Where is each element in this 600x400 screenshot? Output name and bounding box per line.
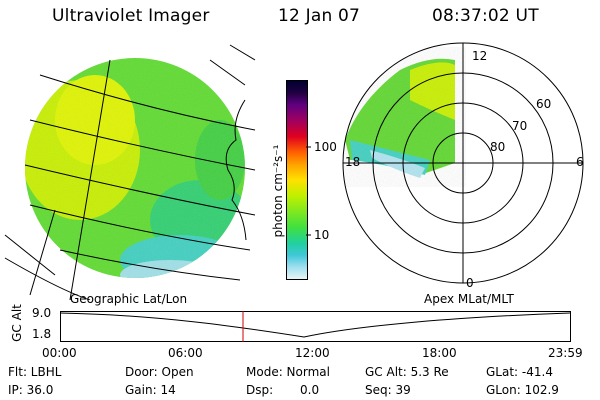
colorbar-ticks [306,146,311,236]
lat-label-70: 70 [512,119,528,133]
door-status: Door: Open [125,365,194,379]
time-tick-0000: 00:00 [42,346,77,360]
time-tick-1800: 18:00 [422,346,457,360]
gc-alt-status: GC Alt: 5.3 Re [365,365,449,379]
mlt-label-18: 18 [345,155,361,169]
altitude-tick-9: 9.0 [32,306,52,320]
colorbar-unit-label: photon cm⁻²s⁻¹ [271,144,285,238]
time-tick-0600: 06:00 [168,346,203,360]
geographic-projection-label: Geographic Lat/Lon [70,292,188,306]
date-label: 12 Jan 07 [278,6,361,26]
glat-status: GLat: -41.4 [486,365,553,379]
colorbar [286,80,308,280]
mlt-label-0: 0 [466,276,474,290]
app-title: Ultraviolet Imager [52,6,210,26]
mlt-label-6: 6 [576,155,584,169]
dsp-label: Dsp: [246,383,274,397]
mode-status: Mode: Normal [246,365,330,379]
filter-status: Flt: LBHL [8,365,62,379]
geographic-image [4,44,256,300]
gain-status: Gain: 14 [125,383,176,397]
dsp-value: 0.0 [300,383,320,397]
mlt-label-12: 12 [472,49,488,63]
lat-label-60: 60 [536,97,552,111]
apex-projection-label: Apex MLat/MLT [424,292,514,306]
colorbar-tick-100: 100 [314,140,337,154]
time-label: 08:37:02 UT [432,6,539,26]
seq-status: Seq: 39 [365,383,411,397]
altitude-tick-1.8: 1.8 [32,327,52,341]
polar-plot [342,42,584,284]
altitude-axis-label: GC Alt [9,304,24,342]
colorbar-tick-10: 10 [314,228,330,242]
time-tick-1200: 12:00 [295,346,330,360]
time-tick-2359: 23:59 [548,346,583,360]
ip-status: IP: 36.0 [8,383,54,397]
lat-label-80: 80 [490,140,506,154]
glon-status: GLon: 102.9 [486,383,559,397]
altitude-plot [60,311,571,342]
